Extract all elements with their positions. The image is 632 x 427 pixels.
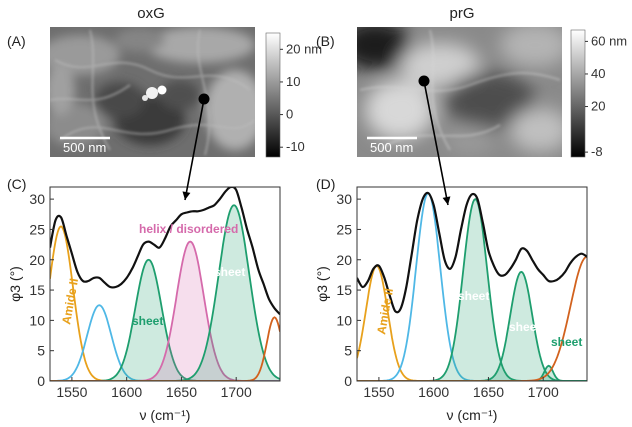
cb-tick-label-prg-2: 20	[591, 99, 605, 114]
ytick-label-d-25: 25	[336, 221, 352, 237]
xtick-label-c-1600: 1600	[111, 384, 142, 400]
afm-image-prg: 500 nm	[357, 27, 562, 157]
annotation-d-sheet-3: sheet	[551, 335, 582, 349]
plot-c-axes: 1550 1600 1650 1700 0 5 10 15 20 25 30 ν (cm⁻¹) φ3 (…	[7, 191, 252, 423]
title-prg: prG	[449, 5, 474, 22]
ytick-label-c-20: 20	[29, 252, 45, 268]
plot-c-frame	[49, 186, 281, 382]
component-fill-d-2	[357, 199, 587, 381]
spectrum-line-d	[357, 191, 587, 314]
arrow-head-oxg	[182, 191, 191, 200]
cb-tick-label-prg-3: -8	[591, 144, 603, 159]
panel-label-d: (D)	[316, 176, 335, 192]
plot-d-axes: 1550 1600 1650 1700 0 5 10 15 20 25 30 ν (cm⁻¹) φ3 (…	[314, 191, 559, 423]
scale-label-oxg: 500 nm	[63, 140, 106, 155]
ylabel-c: φ3 (°)	[7, 266, 23, 302]
cb-tick-label-oxg-3: -10	[286, 139, 305, 154]
panel-label-c: (C)	[7, 176, 26, 192]
component-curve-d-0	[357, 264, 587, 381]
connector-arrows	[182, 80, 451, 206]
annotation-c-sheet-1: sheet	[132, 314, 163, 328]
ytick-label-d-0: 0	[344, 373, 352, 389]
component-curve-c-0	[50, 225, 280, 381]
xtick-label-c-1700: 1700	[221, 384, 252, 400]
xlabel-c: ν (cm⁻¹)	[140, 407, 191, 423]
arrow-line-prg	[423, 80, 449, 206]
component-curve-c-2	[50, 258, 280, 381]
xtick-label-d-1650: 1650	[473, 384, 504, 400]
ytick-label-d-10: 10	[336, 312, 352, 328]
colorbar-ticks-prg: 60 nm 40 20 -8	[585, 33, 627, 159]
cb-tick-label-prg-0: 60 nm	[591, 33, 627, 48]
cb-tick-label-oxg-2: 0	[286, 107, 293, 122]
xlabel-d: ν (cm⁻¹)	[447, 407, 498, 423]
ytick-label-c-15: 15	[29, 282, 45, 298]
colorbar-prg	[570, 29, 586, 158]
annotation-c-helix: helix / disordered	[139, 222, 238, 236]
cb-tick-label-oxg-0: 20 nm	[286, 41, 322, 56]
plot-d-marks	[357, 191, 587, 381]
xtick-label-d-1700: 1700	[528, 384, 559, 400]
component-curve-d-2	[357, 197, 587, 381]
panel-label-a: (A)	[7, 33, 26, 49]
xtick-label-d-1550: 1550	[363, 384, 394, 400]
annotation-d-amide: Amide II	[374, 287, 396, 335]
ylabel-d: φ3 (°)	[314, 266, 330, 302]
arrow-line-oxg	[184, 98, 205, 201]
ytick-label-c-5: 5	[37, 343, 45, 359]
ytick-label-d-5: 5	[344, 343, 352, 359]
xtick-label-c-1650: 1650	[166, 384, 197, 400]
cb-tick-label-prg-1: 40	[591, 66, 605, 81]
annotation-c-sheet-2: sheet	[214, 265, 245, 279]
panel-label-b: (B)	[316, 33, 335, 49]
component-curve-d-4	[357, 364, 587, 381]
ytick-label-c-30: 30	[29, 191, 45, 207]
ytick-label-c-25: 25	[29, 221, 45, 237]
scale-label-prg: 500 nm	[370, 140, 413, 155]
component-curve-c-1	[50, 304, 280, 381]
xtick-label-c-1550: 1550	[56, 384, 87, 400]
component-curve-c-4	[50, 204, 280, 381]
plot-c-marks	[50, 187, 280, 381]
colorbar-oxg	[265, 32, 281, 158]
ytick-label-d-30: 30	[336, 191, 352, 207]
component-curve-d-3	[357, 270, 587, 381]
plot-d-frame	[356, 186, 588, 382]
spectrum-line-c	[50, 187, 280, 316]
arrow-head-prg	[442, 196, 451, 205]
ytick-label-c-10: 10	[29, 312, 45, 328]
xtick-label-d-1600: 1600	[418, 384, 449, 400]
ytick-label-d-15: 15	[336, 282, 352, 298]
colorbar-ticks-oxg: 20 nm 10 0 -10	[280, 41, 322, 154]
cb-tick-label-oxg-1: 10	[286, 74, 300, 89]
annotation-d-sheet-1: sheet	[458, 289, 489, 303]
ytick-label-c-0: 0	[37, 373, 45, 389]
annotation-d-sheet-2: sheet	[509, 320, 540, 334]
component-curve-d-5	[357, 255, 587, 381]
ytick-label-d-20: 20	[336, 252, 352, 268]
title-oxg: oxG	[137, 5, 165, 22]
afm-image-oxg: 500 nm	[50, 27, 255, 157]
